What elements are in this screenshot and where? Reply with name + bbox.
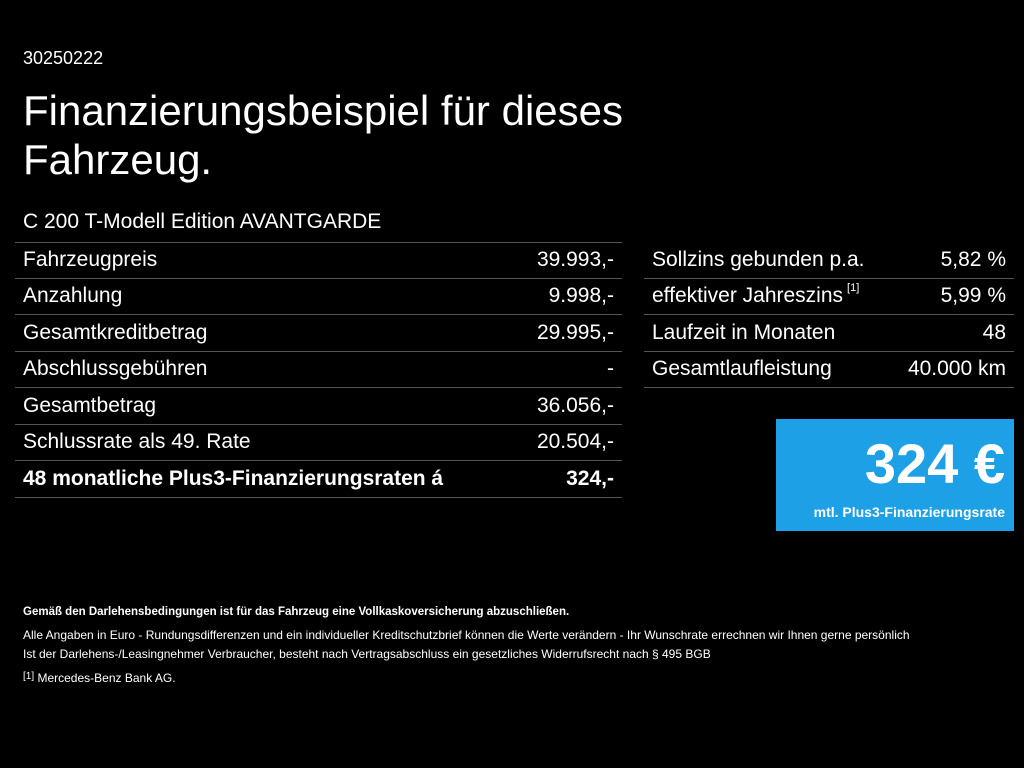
table-row: Gesamtbetrag 36.056,-: [15, 388, 622, 425]
footnote-ref: [1]: [847, 282, 860, 295]
row-label: Abschlussgebühren: [23, 357, 208, 381]
row-label: 48 monatliche Plus3-Finanzierungsraten á: [23, 466, 444, 490]
model-name: C 200 T-Modell Edition AVANTGARDE: [23, 210, 382, 233]
row-value: 48: [982, 320, 1006, 344]
rate-caption: mtl. Plus3-Finanzierungsrate: [813, 504, 1005, 520]
row-value: 39.993,-: [536, 248, 614, 272]
row-label: Gesamtkreditbetrag: [23, 320, 208, 344]
table-row: Fahrzeugpreis 39.993,-: [15, 242, 622, 279]
row-label: effektiver Jahreszins: [652, 284, 844, 308]
table-row-monthly: 48 monatliche Plus3-Finanzierungsraten á…: [15, 461, 622, 498]
table-row: Gesamtkreditbetrag 29.995,-: [15, 315, 622, 352]
row-label: Schlussrate als 49. Rate: [23, 430, 251, 454]
row-value: 324,-: [566, 466, 614, 490]
disclaimer-line: Ist der Darlehens-/Leasingnehmer Verbrau…: [23, 647, 711, 661]
row-value: 36.056,-: [536, 393, 614, 417]
monthly-rate-box: 324 € mtl. Plus3-Finanzierungsrate: [776, 419, 1014, 531]
offer-code: 30250222: [23, 48, 104, 68]
row-value: 20.504,-: [536, 430, 614, 454]
financing-table: Fahrzeugpreis 39.993,- Anzahlung 9.998,- G…: [15, 242, 622, 498]
page-title: Finanzierungsbeispiel für dieses Fahrzeu…: [23, 87, 623, 183]
table-row: Sollzins gebunden p.a. 5,82 %: [644, 242, 1014, 279]
row-value: -: [607, 357, 614, 381]
row-value: 29.995,-: [536, 320, 614, 344]
rate-amount: 324 €: [864, 432, 1005, 495]
footnote: [1] Mercedes-Benz Bank AG.: [23, 671, 176, 685]
row-value: 40.000 km: [907, 357, 1006, 381]
row-label: Sollzins gebunden p.a.: [652, 247, 865, 271]
table-row: Gesamtlaufleistung 40.000 km: [644, 352, 1014, 388]
table-row: Laufzeit in Monaten 48: [644, 315, 1014, 352]
row-value: 9.998,-: [548, 284, 614, 308]
footnote-mark: [1]: [23, 671, 35, 682]
interest-table: Sollzins gebunden p.a. 5,82 % effektiver …: [644, 242, 1014, 388]
row-label: Fahrzeugpreis: [23, 248, 158, 272]
row-label: Gesamtlaufleistung: [652, 357, 832, 381]
disclaimer-line: Alle Angaben in Euro - Rundungsdifferenz…: [23, 628, 910, 642]
table-row: effektiver Jahreszins [1] 5,99 %: [644, 279, 1014, 315]
footnote-text: Mercedes-Benz Bank AG.: [37, 671, 176, 685]
table-row: Abschlussgebühren -: [15, 352, 622, 388]
table-row: Schlussrate als 49. Rate 20.504,-: [15, 425, 622, 461]
row-label: Gesamtbetrag: [23, 393, 157, 417]
row-value: 5,99 %: [940, 284, 1006, 308]
row-value: 5,82 %: [940, 247, 1006, 271]
table-row: Anzahlung 9.998,-: [15, 279, 622, 315]
row-label: Laufzeit in Monaten: [652, 320, 836, 344]
insurance-note: Gemäß den Darlehensbedingungen ist für d…: [23, 606, 570, 618]
row-label: Anzahlung: [23, 284, 123, 308]
